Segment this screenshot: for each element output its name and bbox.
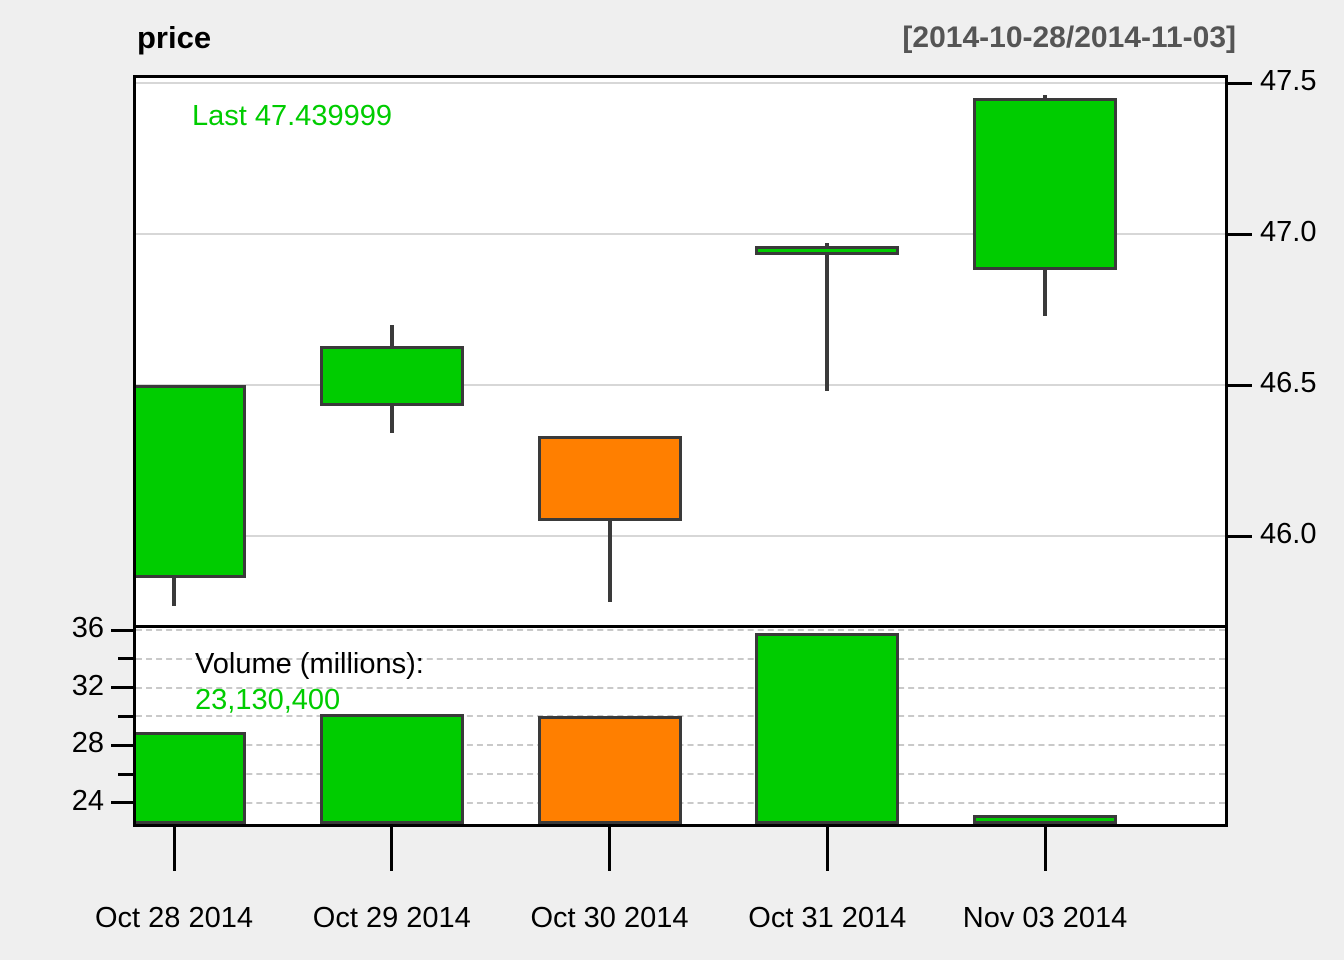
x-axis-label: Oct 31 2014 (748, 902, 907, 934)
volume-axis-tick (118, 657, 133, 661)
price-axis-label: 47.5 (1260, 65, 1317, 97)
x-axis-label: Oct 29 2014 (312, 902, 471, 934)
candle-body-up (973, 98, 1117, 271)
candle-body-down (537, 436, 682, 521)
volume-axis-label: 32 (71, 669, 104, 702)
volume-axis-tick (111, 801, 133, 805)
x-axis-tick (825, 827, 829, 871)
candle-body-up (319, 345, 464, 407)
volume-axis-tick (111, 686, 133, 690)
price-gridline (136, 233, 1225, 235)
date-range-label: [2014-10-28/2014-11-03] (902, 21, 1236, 54)
x-axis-label: Oct 28 2014 (95, 902, 253, 934)
volume-annotation-value: 23,130,400 (195, 684, 341, 716)
volume-gridline (136, 686, 1225, 689)
volume-axis-tick (118, 714, 133, 718)
volume-bar (973, 815, 1117, 824)
price-axis-tick (1228, 383, 1252, 387)
candle-wick (825, 243, 830, 392)
volume-axis-label: 24 (71, 784, 104, 817)
volume-bar (136, 732, 246, 824)
price-axis-label: 46.5 (1260, 367, 1317, 399)
price-axis-label: 47.0 (1260, 216, 1317, 248)
price-axis-tick (1228, 232, 1252, 236)
price-panel: Last 47.439999 (133, 75, 1228, 625)
candle-wick (607, 439, 612, 603)
price-axis-tick (1228, 81, 1252, 85)
candle-body-up (755, 246, 900, 256)
price-gridline (136, 82, 1225, 84)
volume-axis-tick (118, 772, 133, 776)
price-gridline (136, 384, 1225, 386)
volume-gridline (136, 657, 1225, 660)
price-gridline (136, 535, 1225, 537)
x-axis-tick (608, 827, 611, 871)
x-axis-tick (390, 827, 394, 871)
x-axis-tick (1043, 827, 1047, 871)
x-axis-label: Nov 03 2014 (962, 902, 1128, 934)
price-axis-tick (1228, 534, 1252, 538)
candle-body-up (136, 385, 246, 579)
chart-title: price (137, 20, 212, 55)
price-axis-label: 46.0 (1260, 518, 1317, 550)
volume-axis-tick (111, 743, 133, 747)
volume-axis-tick (111, 628, 133, 632)
volume-bar (319, 713, 464, 824)
x-axis-label: Oct 30 2014 (530, 902, 689, 934)
volume-annotation-label: Volume (millions): (195, 648, 424, 680)
volume-bar (755, 632, 900, 824)
volume-panel: Volume (millions): 23,130,400 (133, 625, 1228, 827)
x-axis-tick (172, 827, 176, 871)
volume-axis-label: 36 (71, 612, 104, 644)
volume-bar (537, 716, 682, 824)
volume-gridline (136, 629, 1225, 631)
last-price-annotation: Last 47.439999 (192, 100, 392, 132)
volume-axis-label: 28 (71, 727, 104, 760)
